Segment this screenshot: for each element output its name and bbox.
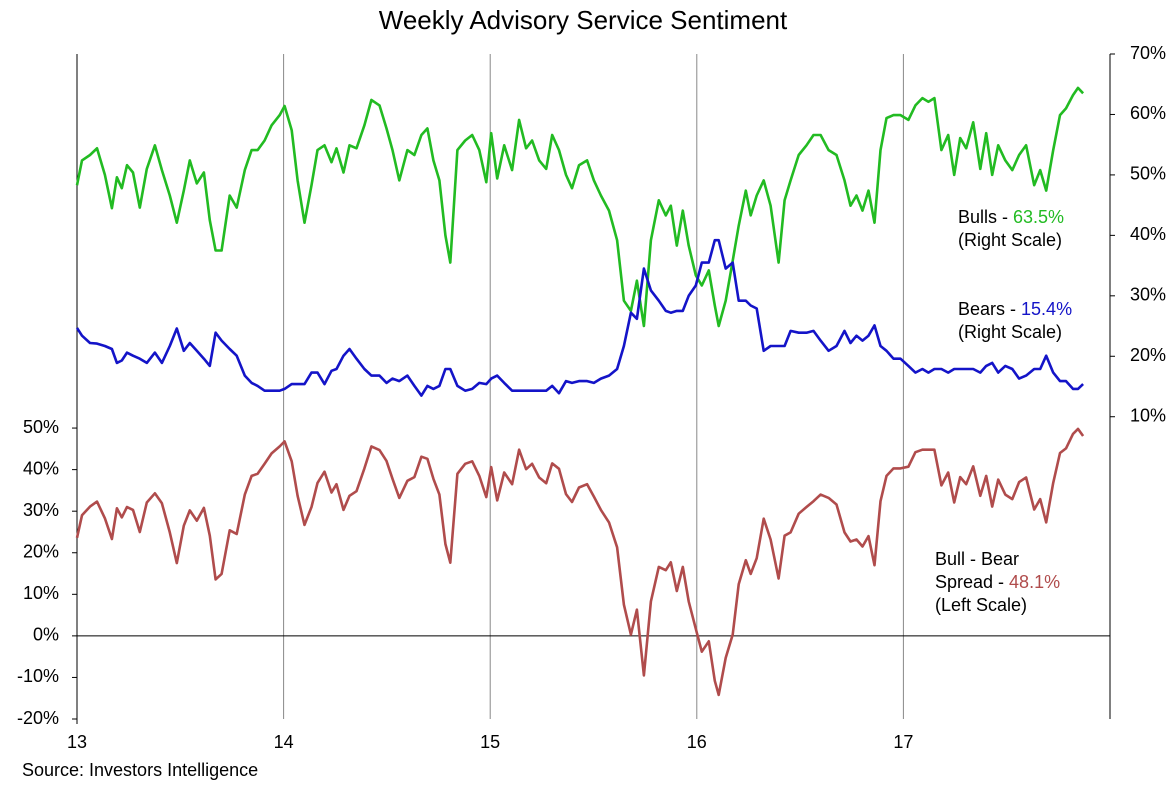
annotation-label: Bears - <box>958 299 1021 319</box>
y-tick-label: 30% <box>23 500 59 520</box>
y2-tick-label: 70% <box>1130 43 1166 63</box>
annotation-label: Spread - <box>935 572 1009 592</box>
chart-title: Weekly Advisory Service Sentiment <box>379 5 788 35</box>
annotation: Bears - 15.4% <box>958 299 1072 319</box>
annotation-value: 15.4% <box>1021 299 1072 319</box>
annotation-label: Bulls - <box>958 207 1013 227</box>
annotation: Spread - 48.1% <box>935 572 1060 592</box>
annotation-label: Bull - Bear <box>935 549 1019 569</box>
annotation: Bull - Bear <box>935 549 1019 569</box>
annotation-note: (Right Scale) <box>958 230 1062 250</box>
annotation-value: 63.5% <box>1013 207 1064 227</box>
y2-tick-label: 30% <box>1130 285 1166 305</box>
annotation: Bulls - 63.5% <box>958 207 1064 227</box>
x-tick-label: 16 <box>687 732 707 752</box>
y-tick-label: 20% <box>23 542 59 562</box>
series-line <box>75 427 1085 697</box>
y2-tick-label: 20% <box>1130 345 1166 365</box>
annotation-note: (Left Scale) <box>935 595 1027 615</box>
y-tick-label: 0% <box>33 625 59 645</box>
x-tick-label: 15 <box>480 732 500 752</box>
annotation-note: (Right Scale) <box>958 322 1062 342</box>
y2-tick-label: 60% <box>1130 103 1166 123</box>
y-tick-label: -10% <box>17 666 59 686</box>
x-tick-label: 17 <box>893 732 913 752</box>
x-tick-label: 13 <box>67 732 87 752</box>
y-tick-label: 50% <box>23 417 59 437</box>
series-line <box>75 238 1084 397</box>
annotation-value: 48.1% <box>1009 572 1060 592</box>
y2-tick-label: 10% <box>1130 405 1166 425</box>
y2-tick-label: 50% <box>1130 164 1166 184</box>
y-tick-label: -20% <box>17 708 59 728</box>
x-tick-label: 14 <box>274 732 294 752</box>
series-line <box>75 86 1085 328</box>
source-note: Source: Investors Intelligence <box>22 760 258 780</box>
y-tick-label: 40% <box>23 458 59 478</box>
y-tick-label: 10% <box>23 583 59 603</box>
y2-tick-label: 40% <box>1130 224 1166 244</box>
